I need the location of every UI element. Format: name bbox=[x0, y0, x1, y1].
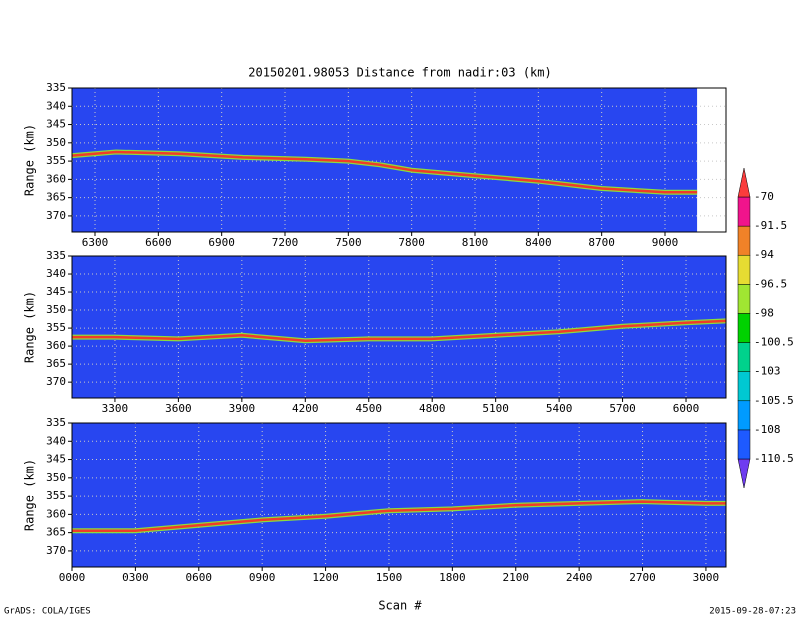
colorbar-arrow bbox=[737, 167, 751, 198]
y-tick-label: 345 bbox=[46, 453, 66, 466]
x-tick-label: 4200 bbox=[292, 402, 319, 415]
plot-frame bbox=[71, 422, 727, 568]
x-tick-label: 0000 bbox=[59, 571, 86, 584]
colorbar-box bbox=[737, 342, 751, 372]
surface-line bbox=[72, 319, 727, 342]
y-tick-label: 350 bbox=[46, 303, 66, 316]
y-tick-label: 365 bbox=[46, 191, 66, 204]
x-tick-label: 1800 bbox=[439, 571, 466, 584]
y-tick-label: 340 bbox=[46, 434, 66, 447]
chart-title: 20150201.98053 Distance from nadir:03 (k… bbox=[248, 66, 551, 80]
colorbar-arrow bbox=[737, 458, 751, 489]
colorbar-box bbox=[737, 225, 751, 256]
surface-line bbox=[71, 150, 698, 194]
x-tick-label: 0300 bbox=[122, 571, 149, 584]
colorbar-label: -100.5 bbox=[754, 336, 794, 349]
x-tick-label: 6000 bbox=[673, 402, 700, 415]
colorbar-label: -91.5 bbox=[754, 219, 787, 232]
colorbar-label: -103 bbox=[754, 365, 781, 378]
colorbar-box bbox=[737, 254, 751, 285]
colorbar-label: -110.5 bbox=[754, 452, 794, 465]
x-tick-label: 3900 bbox=[229, 402, 256, 415]
x-tick-label: 8700 bbox=[588, 236, 615, 249]
x-tick-label: 5700 bbox=[609, 402, 636, 415]
x-tick-label: 8400 bbox=[525, 236, 552, 249]
y-tick-label: 365 bbox=[46, 526, 66, 539]
y-tick-label: 365 bbox=[46, 357, 66, 370]
colorbar-label: -94 bbox=[754, 248, 774, 261]
plot-background bbox=[72, 88, 698, 232]
y-tick-label: 360 bbox=[46, 507, 66, 520]
colorbar-box bbox=[737, 196, 751, 227]
x-tick-label: 3000 bbox=[693, 571, 720, 584]
colorbar-label: -105.5 bbox=[754, 394, 794, 407]
y-tick-label: 340 bbox=[46, 99, 66, 112]
y-axis-label: Range (km) bbox=[23, 124, 37, 196]
colorbar-box bbox=[737, 429, 751, 460]
y-tick-label: 360 bbox=[46, 339, 66, 352]
footer-right: 2015-09-28-07:23 bbox=[709, 607, 796, 617]
plot-frame bbox=[71, 87, 727, 233]
y-tick-label: 335 bbox=[46, 81, 66, 94]
colorbar-box bbox=[737, 400, 751, 431]
colorbar-label: -96.5 bbox=[754, 277, 787, 290]
y-tick-label: 340 bbox=[46, 267, 66, 280]
plot-background bbox=[72, 423, 726, 567]
x-tick-label: 8100 bbox=[462, 236, 489, 249]
y-axis-label: Range (km) bbox=[23, 291, 37, 363]
y-tick-label: 345 bbox=[46, 118, 66, 131]
x-tick-label: 0600 bbox=[186, 571, 213, 584]
surface-line bbox=[72, 500, 726, 533]
y-tick-label: 370 bbox=[46, 209, 66, 222]
colorbar-box bbox=[737, 284, 751, 314]
x-tick-label: 5400 bbox=[546, 402, 573, 415]
x-tick-label: 7800 bbox=[398, 236, 425, 249]
x-tick-label: 1200 bbox=[312, 571, 339, 584]
x-tick-label: 1500 bbox=[376, 571, 403, 584]
x-tick-label: 2700 bbox=[629, 571, 656, 584]
y-tick-label: 355 bbox=[46, 321, 66, 334]
y-tick-label: 350 bbox=[46, 471, 66, 484]
colorbar-label: -98 bbox=[754, 306, 774, 319]
x-tick-label: 3300 bbox=[102, 402, 129, 415]
footer-left: GrADS: COLA/IGES bbox=[4, 607, 91, 617]
x-tick-label: 7500 bbox=[335, 236, 362, 249]
x-axis-label: Scan # bbox=[378, 599, 422, 613]
x-tick-label: 6300 bbox=[82, 236, 109, 249]
x-tick-label: 9000 bbox=[652, 236, 679, 249]
x-tick-label: 2100 bbox=[502, 571, 529, 584]
y-tick-label: 335 bbox=[46, 249, 66, 262]
y-tick-label: 360 bbox=[46, 172, 66, 185]
x-tick-label: 4500 bbox=[356, 402, 383, 415]
x-tick-label: 6600 bbox=[145, 236, 172, 249]
colorbar-label: -70 bbox=[754, 190, 774, 203]
plot-frame bbox=[71, 255, 727, 399]
y-tick-label: 370 bbox=[46, 544, 66, 557]
x-tick-label: 2400 bbox=[566, 571, 593, 584]
y-tick-label: 345 bbox=[46, 285, 66, 298]
y-tick-label: 355 bbox=[46, 489, 66, 502]
y-tick-label: 355 bbox=[46, 154, 66, 167]
x-tick-label: 6900 bbox=[208, 236, 235, 249]
y-axis-label: Range (km) bbox=[23, 459, 37, 531]
x-tick-label: 7200 bbox=[272, 236, 299, 249]
x-tick-label: 4800 bbox=[419, 402, 446, 415]
colorbar-box bbox=[737, 313, 751, 343]
x-tick-label: 5100 bbox=[482, 402, 509, 415]
y-tick-label: 335 bbox=[46, 416, 66, 429]
x-tick-label: 0900 bbox=[249, 571, 276, 584]
colorbar-box bbox=[737, 371, 751, 402]
x-tick-label: 3600 bbox=[165, 402, 192, 415]
y-tick-label: 370 bbox=[46, 375, 66, 388]
y-tick-label: 350 bbox=[46, 136, 66, 149]
colorbar-label: -108 bbox=[754, 423, 781, 436]
